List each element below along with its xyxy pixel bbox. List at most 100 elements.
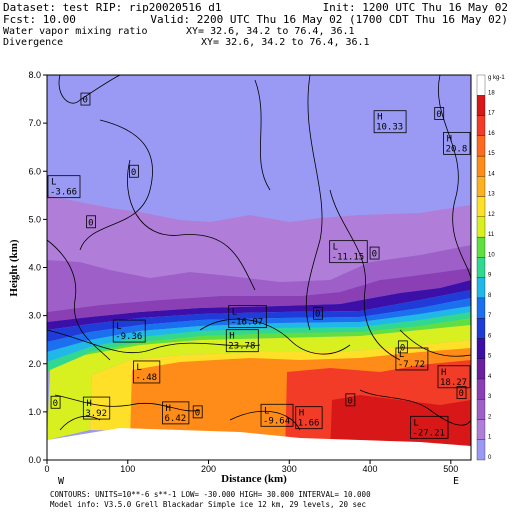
colorbar-swatch bbox=[476, 358, 486, 380]
moisture-band-2 bbox=[47, 245, 471, 312]
extremum-value: -.48 bbox=[135, 373, 157, 383]
colorbar-label: 17 bbox=[488, 111, 495, 117]
colorbar-swatch bbox=[476, 378, 486, 400]
divergence-contour bbox=[199, 318, 351, 355]
zero-label-text: 0 bbox=[195, 408, 200, 418]
colorbar-label: 3 bbox=[488, 394, 492, 400]
colorbar-swatch bbox=[476, 338, 486, 359]
y-tick-label: 2.0 bbox=[28, 359, 41, 369]
colorbar-swatch bbox=[476, 277, 486, 299]
east-label: E bbox=[453, 476, 459, 487]
extremum-type: H bbox=[441, 368, 446, 378]
colorbar-label: 15 bbox=[488, 151, 495, 157]
extremum-value: -16.07 bbox=[231, 318, 264, 328]
y-tick-label: 8.0 bbox=[28, 70, 41, 80]
extremum-value: 10.33 bbox=[376, 123, 403, 133]
colorbar-swatch bbox=[476, 236, 486, 258]
high-extremum-label: H18.27 bbox=[437, 365, 471, 389]
zero-contour-label: 0 bbox=[192, 405, 203, 418]
extremum-type: L bbox=[136, 363, 141, 373]
colorbar-swatch bbox=[476, 74, 486, 96]
colorbar-swatch bbox=[476, 176, 486, 197]
model-info: Model info: V3.5.0 Grell Blackadar Simpl… bbox=[50, 500, 366, 509]
zero-contour-label: 0 bbox=[434, 107, 445, 120]
high-extremum-label: H3.92 bbox=[82, 396, 111, 420]
y-tick-label: 4.0 bbox=[28, 263, 41, 273]
zero-label-text: 0 bbox=[88, 218, 93, 228]
zero-label-text: 0 bbox=[131, 168, 136, 178]
colorbar-units: g kg-1 bbox=[488, 75, 505, 81]
divergence-contour bbox=[359, 389, 472, 426]
divergence-contour bbox=[58, 74, 121, 104]
zero-label-text: 0 bbox=[82, 96, 87, 106]
colorbar-swatch bbox=[476, 439, 486, 461]
dataset-label: Dataset: test RIP: rip20020516 d1 bbox=[3, 1, 222, 14]
field2-name: Divergence bbox=[3, 37, 63, 48]
colorbar-swatch bbox=[476, 155, 486, 177]
colorbar-swatch bbox=[476, 115, 486, 136]
y-tick-label: 5.0 bbox=[28, 214, 41, 224]
forecast-hour-label: Fcst: 10.00 bbox=[3, 13, 76, 26]
field1-name: Water vapor mixing ratio bbox=[3, 26, 148, 37]
y-tick-label: 6.0 bbox=[28, 166, 41, 176]
divergence-contour bbox=[79, 119, 153, 251]
contours-info: CONTOURS: UNITS=10**-6 s**-1 LOW= -30.00… bbox=[50, 490, 371, 499]
colorbar-label: 14 bbox=[488, 171, 495, 177]
divergence-contour bbox=[254, 79, 271, 191]
extremum-type: L bbox=[264, 406, 269, 416]
x-tick-label: 400 bbox=[363, 464, 378, 474]
high-extremum-label: H6.42 bbox=[162, 401, 190, 425]
zero-label-text: 0 bbox=[372, 250, 377, 260]
plot-area: L-3.66L-11.15H10.33H20.8L-9.36L-16.07H23… bbox=[46, 74, 472, 461]
colorbar-label: 1 bbox=[488, 435, 492, 441]
divergence-contour bbox=[46, 239, 111, 361]
divergence-contour bbox=[438, 74, 472, 281]
y-tick-label: 3.0 bbox=[28, 311, 41, 321]
field2-xy: XY= 32.6, 34.2 to 76.4, 36.1 bbox=[201, 37, 370, 48]
divergence-contour bbox=[127, 159, 256, 291]
extremum-value: 3.92 bbox=[85, 409, 107, 419]
colorbar-label: 5 bbox=[488, 354, 492, 360]
colorbar-label: 9 bbox=[488, 273, 492, 279]
low-extremum-label: L-3.66 bbox=[47, 175, 81, 199]
extremum-value: -7.72 bbox=[398, 360, 425, 370]
divergence-contour bbox=[329, 189, 401, 361]
colorbar-swatch bbox=[476, 318, 486, 339]
colorbar-label: 6 bbox=[488, 333, 492, 339]
divergence-contour bbox=[305, 74, 323, 331]
extremum-type: H bbox=[86, 399, 91, 409]
extremum-value: -11.15 bbox=[332, 253, 365, 263]
colorbar-swatch bbox=[476, 257, 486, 278]
field1-xy: XY= 32.6, 34.2 to 76.4, 36.1 bbox=[186, 26, 355, 37]
divergence-contour bbox=[46, 329, 261, 354]
extremum-value: 23.78 bbox=[228, 342, 255, 352]
colorbar-swatch bbox=[476, 216, 486, 238]
valid-time-label: Valid: 2200 UTC Thu 16 May 02 (1700 CDT … bbox=[150, 13, 508, 26]
x-tick-label: 500 bbox=[443, 464, 458, 474]
moisture-band-17 bbox=[330, 395, 471, 455]
divergence-contour bbox=[229, 410, 301, 431]
colorbar-label: 18 bbox=[488, 90, 495, 96]
extremum-value: -3.66 bbox=[50, 188, 77, 198]
divergence-contour bbox=[59, 416, 101, 431]
low-extremum-label: L-16.07 bbox=[228, 305, 267, 329]
extremum-value: 18.27 bbox=[440, 378, 467, 388]
west-label: W bbox=[58, 476, 65, 487]
x-tick-label: 100 bbox=[120, 464, 135, 474]
extremum-value: -27.21 bbox=[412, 428, 445, 438]
low-extremum-label: L-9.64 bbox=[260, 403, 294, 427]
zero-label-text: 0 bbox=[53, 399, 58, 409]
divergence-contour bbox=[399, 329, 472, 357]
x-tick-label: 0 bbox=[44, 464, 49, 474]
colorbar-label: 13 bbox=[488, 192, 495, 198]
zero-contour-label: 0 bbox=[80, 92, 91, 106]
zero-contour-label: 0 bbox=[345, 393, 356, 406]
y-tick-label: 1.0 bbox=[28, 407, 41, 417]
colorbar-label: 4 bbox=[488, 374, 492, 380]
zero-contour-label: 0 bbox=[129, 164, 139, 178]
y-tick-label: 0.0 bbox=[28, 455, 41, 465]
extremum-value: 6.42 bbox=[164, 414, 186, 424]
extremum-type: H bbox=[165, 404, 170, 414]
zero-label-text: 0 bbox=[436, 110, 441, 120]
